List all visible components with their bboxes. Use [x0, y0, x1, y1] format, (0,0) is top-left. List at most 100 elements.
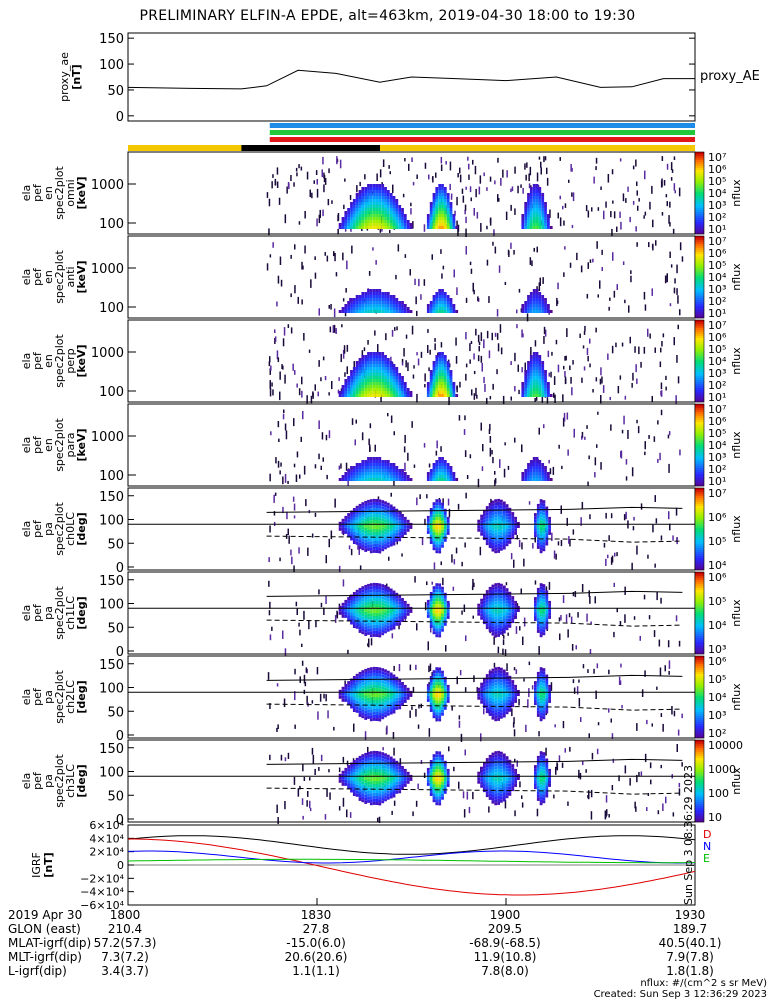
flux-pixel [350, 298, 353, 301]
flux-pixel [529, 469, 533, 472]
flux-pixel [441, 538, 444, 542]
flux-pixel [401, 472, 404, 475]
noise-pixel [469, 359, 471, 364]
flux-pixel [344, 214, 348, 217]
flux-pixel [535, 367, 539, 370]
flux-pixel [542, 512, 546, 516]
flux-pixel [438, 517, 442, 521]
flux-pixel [524, 202, 528, 205]
colorbar-step [695, 652, 704, 655]
flux-pixel [497, 612, 500, 616]
flux-pixel [364, 695, 368, 699]
flux-pixel [532, 214, 536, 217]
flux-pixel [372, 379, 376, 382]
flux-pixel [529, 373, 533, 376]
flux-pixel [443, 532, 447, 536]
flux-pixel [352, 385, 356, 388]
noise-pixel [506, 170, 508, 178]
noise-pixel [293, 463, 296, 468]
flux-pixel [488, 703, 492, 707]
flux-pixel [381, 617, 385, 621]
flux-pixel [494, 529, 498, 533]
flux-pixel [488, 529, 492, 533]
flux-pixel [392, 530, 396, 534]
flux-pixel [358, 310, 362, 313]
flux-pixel [443, 190, 447, 193]
flux-pixel [502, 678, 506, 682]
noise-pixel [465, 246, 467, 255]
noise-pixel [295, 474, 298, 482]
flux-pixel [480, 514, 483, 518]
flux-pixel [441, 544, 444, 548]
flux-pixel [532, 382, 536, 385]
flux-pixel [381, 292, 385, 295]
flux-pixel [532, 361, 536, 364]
colorbar-step [695, 292, 704, 295]
flux-pixel [372, 627, 376, 631]
flux-pixel [395, 214, 399, 217]
colorbar-step [695, 356, 704, 359]
flux-pixel [386, 694, 390, 698]
flux-pixel [511, 518, 515, 522]
flux-pixel [435, 361, 439, 364]
flux-pixel [441, 517, 444, 521]
flux-pixel [389, 681, 393, 685]
flux-pixel [432, 469, 436, 472]
flux-pixel [477, 519, 481, 523]
flux-pixel [491, 689, 495, 693]
flux-pixel [352, 376, 356, 379]
flux-pixel [521, 472, 525, 475]
flux-pixel [443, 187, 447, 190]
colorbar-tick-label: 10² [708, 379, 726, 392]
noise-pixel [667, 434, 670, 439]
flux-pixel [381, 698, 385, 702]
flux-pixel [544, 469, 547, 472]
noise-pixel [522, 187, 524, 194]
noise-pixel [353, 361, 355, 370]
colorbar-step [695, 500, 704, 503]
flux-pixel [361, 394, 365, 397]
flux-pixel [443, 601, 447, 605]
noise-pixel [636, 378, 638, 384]
flux-pixel [529, 463, 533, 466]
flux-pixel [429, 472, 433, 475]
flux-pixel [494, 541, 498, 545]
colorbar-step [695, 418, 704, 421]
flux-pixel [367, 691, 370, 695]
noise-pixel [469, 454, 472, 459]
noise-pixel [483, 376, 485, 384]
flux-pixel [392, 373, 396, 376]
flux-pixel [441, 586, 444, 590]
noise-pixel [448, 508, 451, 518]
colorbar-step [695, 362, 704, 365]
flux-pixel [432, 304, 436, 307]
colorbar-step [695, 550, 704, 553]
flux-pixel [497, 684, 500, 688]
flux-pixel [378, 550, 382, 554]
flux-pixel [375, 538, 379, 541]
flux-pixel [432, 211, 436, 214]
flux-pixel [395, 199, 399, 202]
colorbar-step [695, 584, 704, 587]
flux-pixel [534, 519, 537, 523]
noise-pixel [449, 183, 451, 191]
flux-pixel [350, 382, 353, 385]
flux-pixel [367, 310, 370, 313]
flux-pixel [409, 310, 413, 313]
flux-pixel [364, 683, 368, 687]
flux-pixel [432, 703, 436, 707]
flux-pixel [369, 355, 373, 358]
flux-pixel [372, 525, 376, 529]
flux-pixel [364, 301, 368, 304]
flux-pixel [398, 613, 402, 617]
flux-pixel [401, 532, 404, 535]
colorbar-step [695, 612, 704, 615]
flux-pixel [364, 202, 368, 205]
flux-pixel [536, 626, 540, 630]
flux-pixel [350, 693, 353, 697]
flux-pixel [494, 682, 498, 686]
noise-pixel [307, 547, 309, 556]
flux-pixel [386, 592, 390, 596]
flux-pixel [488, 541, 492, 545]
flux-pixel [545, 527, 549, 531]
